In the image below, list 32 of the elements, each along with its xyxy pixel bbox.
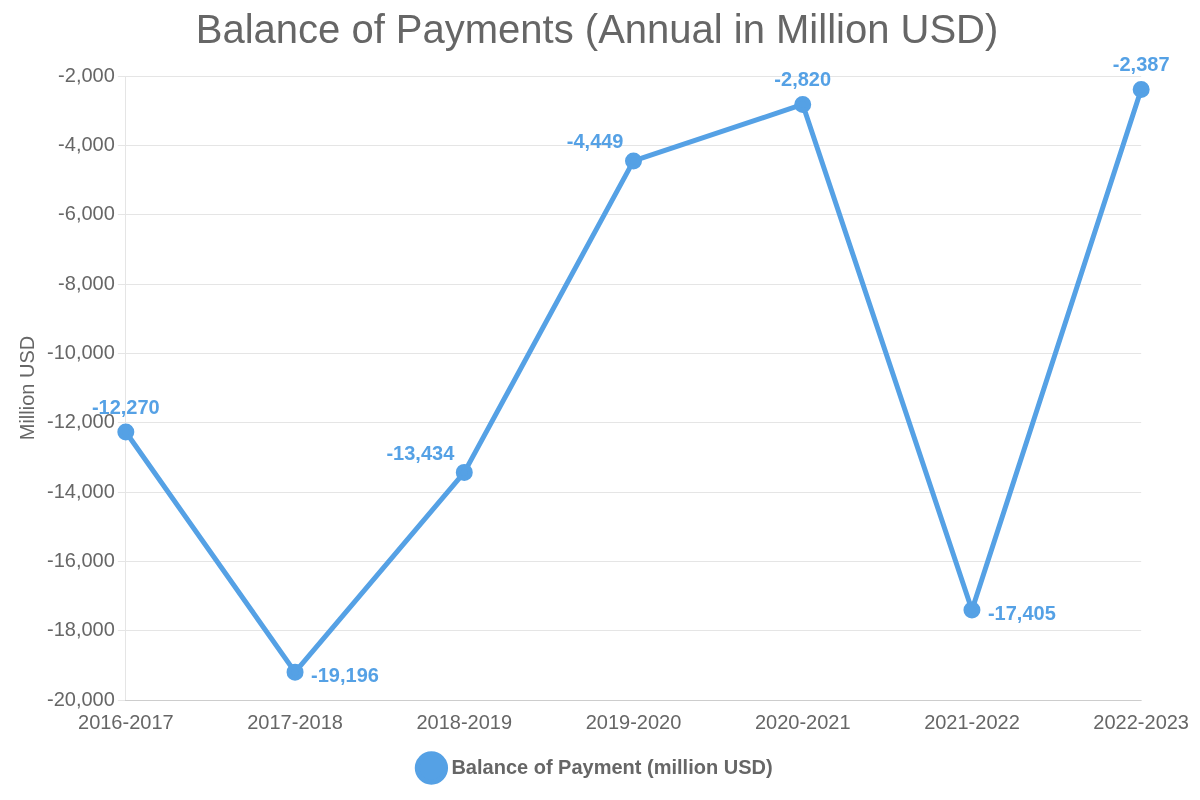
data-label: -2,387 — [1112, 52, 1170, 75]
point — [963, 601, 981, 619]
x-tick-label: 2021-2022 — [924, 710, 1020, 733]
y-tick-label: -6,000 — [58, 202, 115, 225]
legend-label: Balance of Payment (million USD) — [451, 755, 773, 778]
data-label: -13,434 — [386, 441, 456, 464]
y-tick-label: -20,000 — [46, 687, 115, 710]
data-label: -19,196 — [311, 663, 379, 686]
y-tick-label: -14,000 — [46, 479, 115, 502]
x-tick-label: 2018-2019 — [416, 710, 513, 733]
x-tick-label: 2016-2017 — [78, 710, 174, 733]
point — [625, 152, 643, 170]
point — [117, 423, 135, 441]
y-tick-label: -8,000 — [58, 271, 115, 294]
y-tick-label: -2,000 — [58, 63, 115, 86]
point — [794, 95, 812, 113]
x-tick-label: 2019-2020 — [585, 710, 682, 733]
x-tick-label: 2020-2021 — [754, 710, 851, 733]
y-tick-label: -4,000 — [58, 132, 115, 155]
data-label: -17,405 — [987, 601, 1056, 624]
y-tick-label: -10,000 — [46, 340, 115, 363]
data-label: -2,820 — [774, 67, 832, 90]
point — [455, 463, 473, 481]
chart-title: Balance of Payments (Annual in Million USD) — [195, 7, 999, 52]
x-tick-label: 2017-2018 — [247, 710, 343, 733]
y-axis-title: Million USD — [15, 335, 38, 441]
x-tick-label: 2022-2023 — [1093, 710, 1190, 733]
point — [286, 663, 304, 681]
point — [1132, 80, 1150, 98]
data-label: -4,449 — [566, 130, 624, 153]
y-tick-label: -16,000 — [46, 548, 115, 571]
y-tick-label: -18,000 — [46, 618, 115, 641]
